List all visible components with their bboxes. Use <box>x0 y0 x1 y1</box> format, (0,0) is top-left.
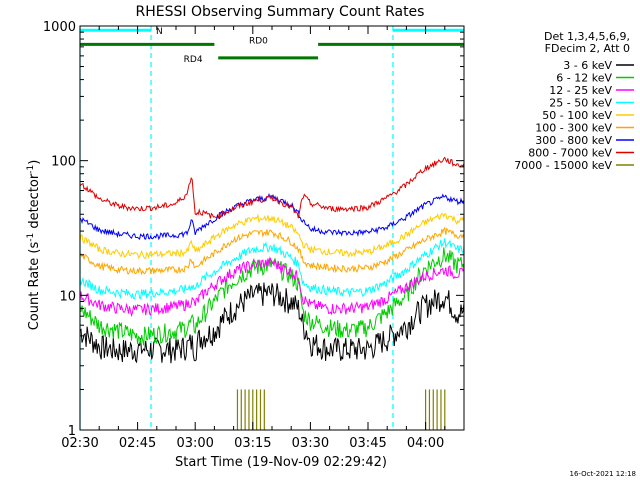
x-tick-label: 03:30 <box>292 436 329 451</box>
legend-label: 300 - 800 keV <box>535 134 612 147</box>
series-line <box>79 226 465 276</box>
plot-frame <box>79 25 465 431</box>
status-label-rd0: RD0 <box>249 36 268 46</box>
legend-label: 7000 - 15000 keV <box>514 159 612 172</box>
x-tick-label: 03:45 <box>349 436 386 451</box>
series-line <box>79 282 465 364</box>
series-line <box>79 238 465 300</box>
legend-header-line1: Det 1,3,4,5,6,9, <box>544 30 630 43</box>
legend-label: 800 - 7000 keV <box>528 147 612 160</box>
chart-title: RHESSI Observing Summary Count Rates <box>136 4 425 20</box>
x-tick-label: 03:15 <box>234 436 271 451</box>
x-tick-label: 02:30 <box>61 436 98 451</box>
ylabel-end: ) <box>27 160 42 165</box>
y-tick-label: 10 <box>59 289 76 304</box>
series-line <box>79 247 465 346</box>
ylabel-sup2: -1 <box>26 165 36 174</box>
y-tick-label: 1 <box>68 424 76 439</box>
legend-label: 6 - 12 keV <box>556 72 612 85</box>
y-tick-label: 1000 <box>43 20 76 35</box>
ylabel-main: Count Rate (s <box>27 242 42 331</box>
ylabel-mid: detector <box>27 173 42 233</box>
footer-date: 16-Oct-2021 12:18 <box>570 470 636 478</box>
legend-label: 100 - 300 keV <box>535 122 612 135</box>
status-label-n: N <box>156 27 163 37</box>
legend-header-line2: FDecim 2, Att 0 <box>545 42 630 55</box>
legend-label: 3 - 6 keV <box>563 59 612 72</box>
status-label-rd4: RD4 <box>184 55 203 65</box>
series-line <box>79 256 465 318</box>
series-line <box>79 156 465 219</box>
legend-label: 12 - 25 keV <box>549 84 612 97</box>
x-tick-label: 04:00 <box>407 436 444 451</box>
svg-text:Count Rate (s-1 detector-1): Count Rate (s-1 detector-1) <box>26 160 42 331</box>
legend-label: 25 - 50 keV <box>549 97 612 110</box>
x-axis-label: Start Time (19-Nov-09 02:29:42) <box>175 455 387 470</box>
ylabel-sup1: -1 <box>26 233 36 242</box>
legend-label: 50 - 100 keV <box>542 109 612 122</box>
y-tick-label: 100 <box>51 155 76 170</box>
x-tick-label: 02:45 <box>119 436 156 451</box>
x-tick-label: 03:00 <box>176 436 213 451</box>
y-axis-label: Count Rate (s-1 detector-1) <box>26 160 42 331</box>
series-line <box>79 212 465 260</box>
